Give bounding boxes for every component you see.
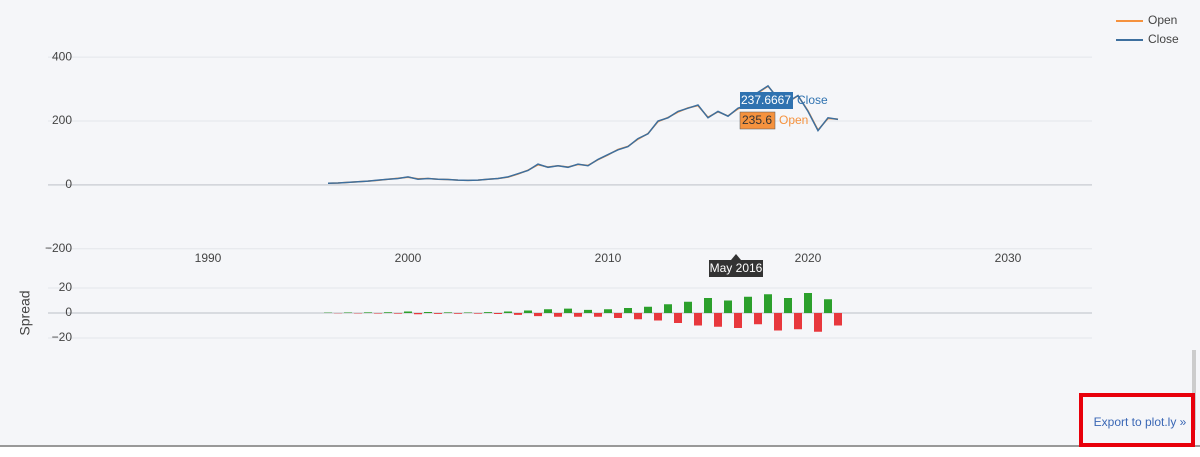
bar — [694, 313, 702, 326]
bar — [464, 312, 472, 313]
bar — [814, 313, 822, 332]
bar — [724, 300, 732, 313]
bar — [544, 309, 552, 313]
bar — [474, 313, 482, 314]
bar — [794, 313, 802, 330]
scrollbar — [1192, 350, 1196, 430]
hover-series: Open — [779, 113, 808, 127]
y-tick-label: −200 — [45, 241, 72, 255]
bar — [414, 313, 422, 315]
hover-box — [709, 260, 763, 277]
bar — [804, 293, 812, 313]
bar — [444, 312, 452, 313]
bar — [824, 299, 832, 313]
bar — [684, 301, 692, 313]
y-tick-label: 0 — [65, 177, 72, 191]
x-tick-label: 2020 — [795, 251, 822, 265]
background — [0, 0, 1200, 446]
export-link[interactable]: Export to plot.ly » — [1094, 415, 1187, 429]
hover-value: 235.6 — [742, 113, 772, 127]
bar — [734, 313, 742, 328]
hover-value: 237.6667 — [741, 93, 791, 107]
bar — [484, 312, 492, 313]
bar — [534, 313, 542, 317]
bar — [454, 313, 462, 314]
highlight-box — [1079, 393, 1195, 447]
bar — [704, 298, 712, 313]
hover-x-label: May 2016 — [710, 261, 763, 275]
y-tick-label: 0 — [65, 305, 72, 319]
text-layer: 1990 2000 2010 2020 2030−2000200400OpenClose… — [45, 13, 1179, 344]
bar — [754, 313, 762, 325]
bar — [594, 313, 602, 317]
bar — [784, 298, 792, 313]
bar — [654, 313, 662, 321]
y-tick-label: 20 — [59, 280, 73, 294]
y-tick-label: 400 — [52, 49, 72, 63]
bar — [424, 312, 432, 313]
bar — [554, 313, 562, 317]
bar — [494, 313, 502, 314]
bar — [674, 313, 682, 323]
bar — [384, 312, 392, 313]
bar — [394, 313, 402, 314]
y-tick-label: −20 — [52, 330, 73, 344]
bar — [644, 306, 652, 313]
bar — [834, 313, 842, 326]
hover-open: 235.6 Open — [739, 111, 808, 130]
bar — [434, 313, 442, 314]
bar — [634, 313, 642, 320]
bar — [574, 313, 582, 317]
hover-box — [740, 92, 793, 109]
bar — [714, 313, 722, 327]
bar — [374, 313, 382, 314]
x-tick-label: 2000 — [395, 251, 422, 265]
x-tick-label: 2010 — [595, 251, 622, 265]
hover-pointer — [731, 254, 741, 260]
y-axis-title: Spread — [17, 290, 33, 335]
bar — [624, 308, 632, 313]
bar — [664, 304, 672, 313]
bar — [514, 313, 522, 315]
x-tick-label: 1990 — [195, 251, 222, 265]
bar — [744, 296, 752, 313]
bar — [604, 309, 612, 313]
bar — [404, 311, 412, 313]
bar — [614, 313, 622, 318]
legend-label: Open — [1148, 13, 1177, 27]
hover-series: Close — [797, 93, 828, 107]
grid-layer — [48, 56, 1092, 339]
legend-label: Close — [1148, 32, 1179, 46]
bar — [364, 312, 372, 313]
bar — [344, 312, 352, 313]
hover-close: 237.6667 Close — [740, 92, 828, 109]
bar — [764, 294, 772, 313]
hover-box — [739, 111, 776, 130]
y-tick-label: 200 — [52, 113, 72, 127]
x-tick-label: 2030 — [995, 251, 1022, 265]
bar — [504, 311, 512, 313]
bar — [774, 313, 782, 331]
bar — [584, 309, 592, 313]
hover-x: May 2016 — [709, 254, 763, 277]
bar — [524, 310, 532, 313]
bar — [564, 308, 572, 313]
